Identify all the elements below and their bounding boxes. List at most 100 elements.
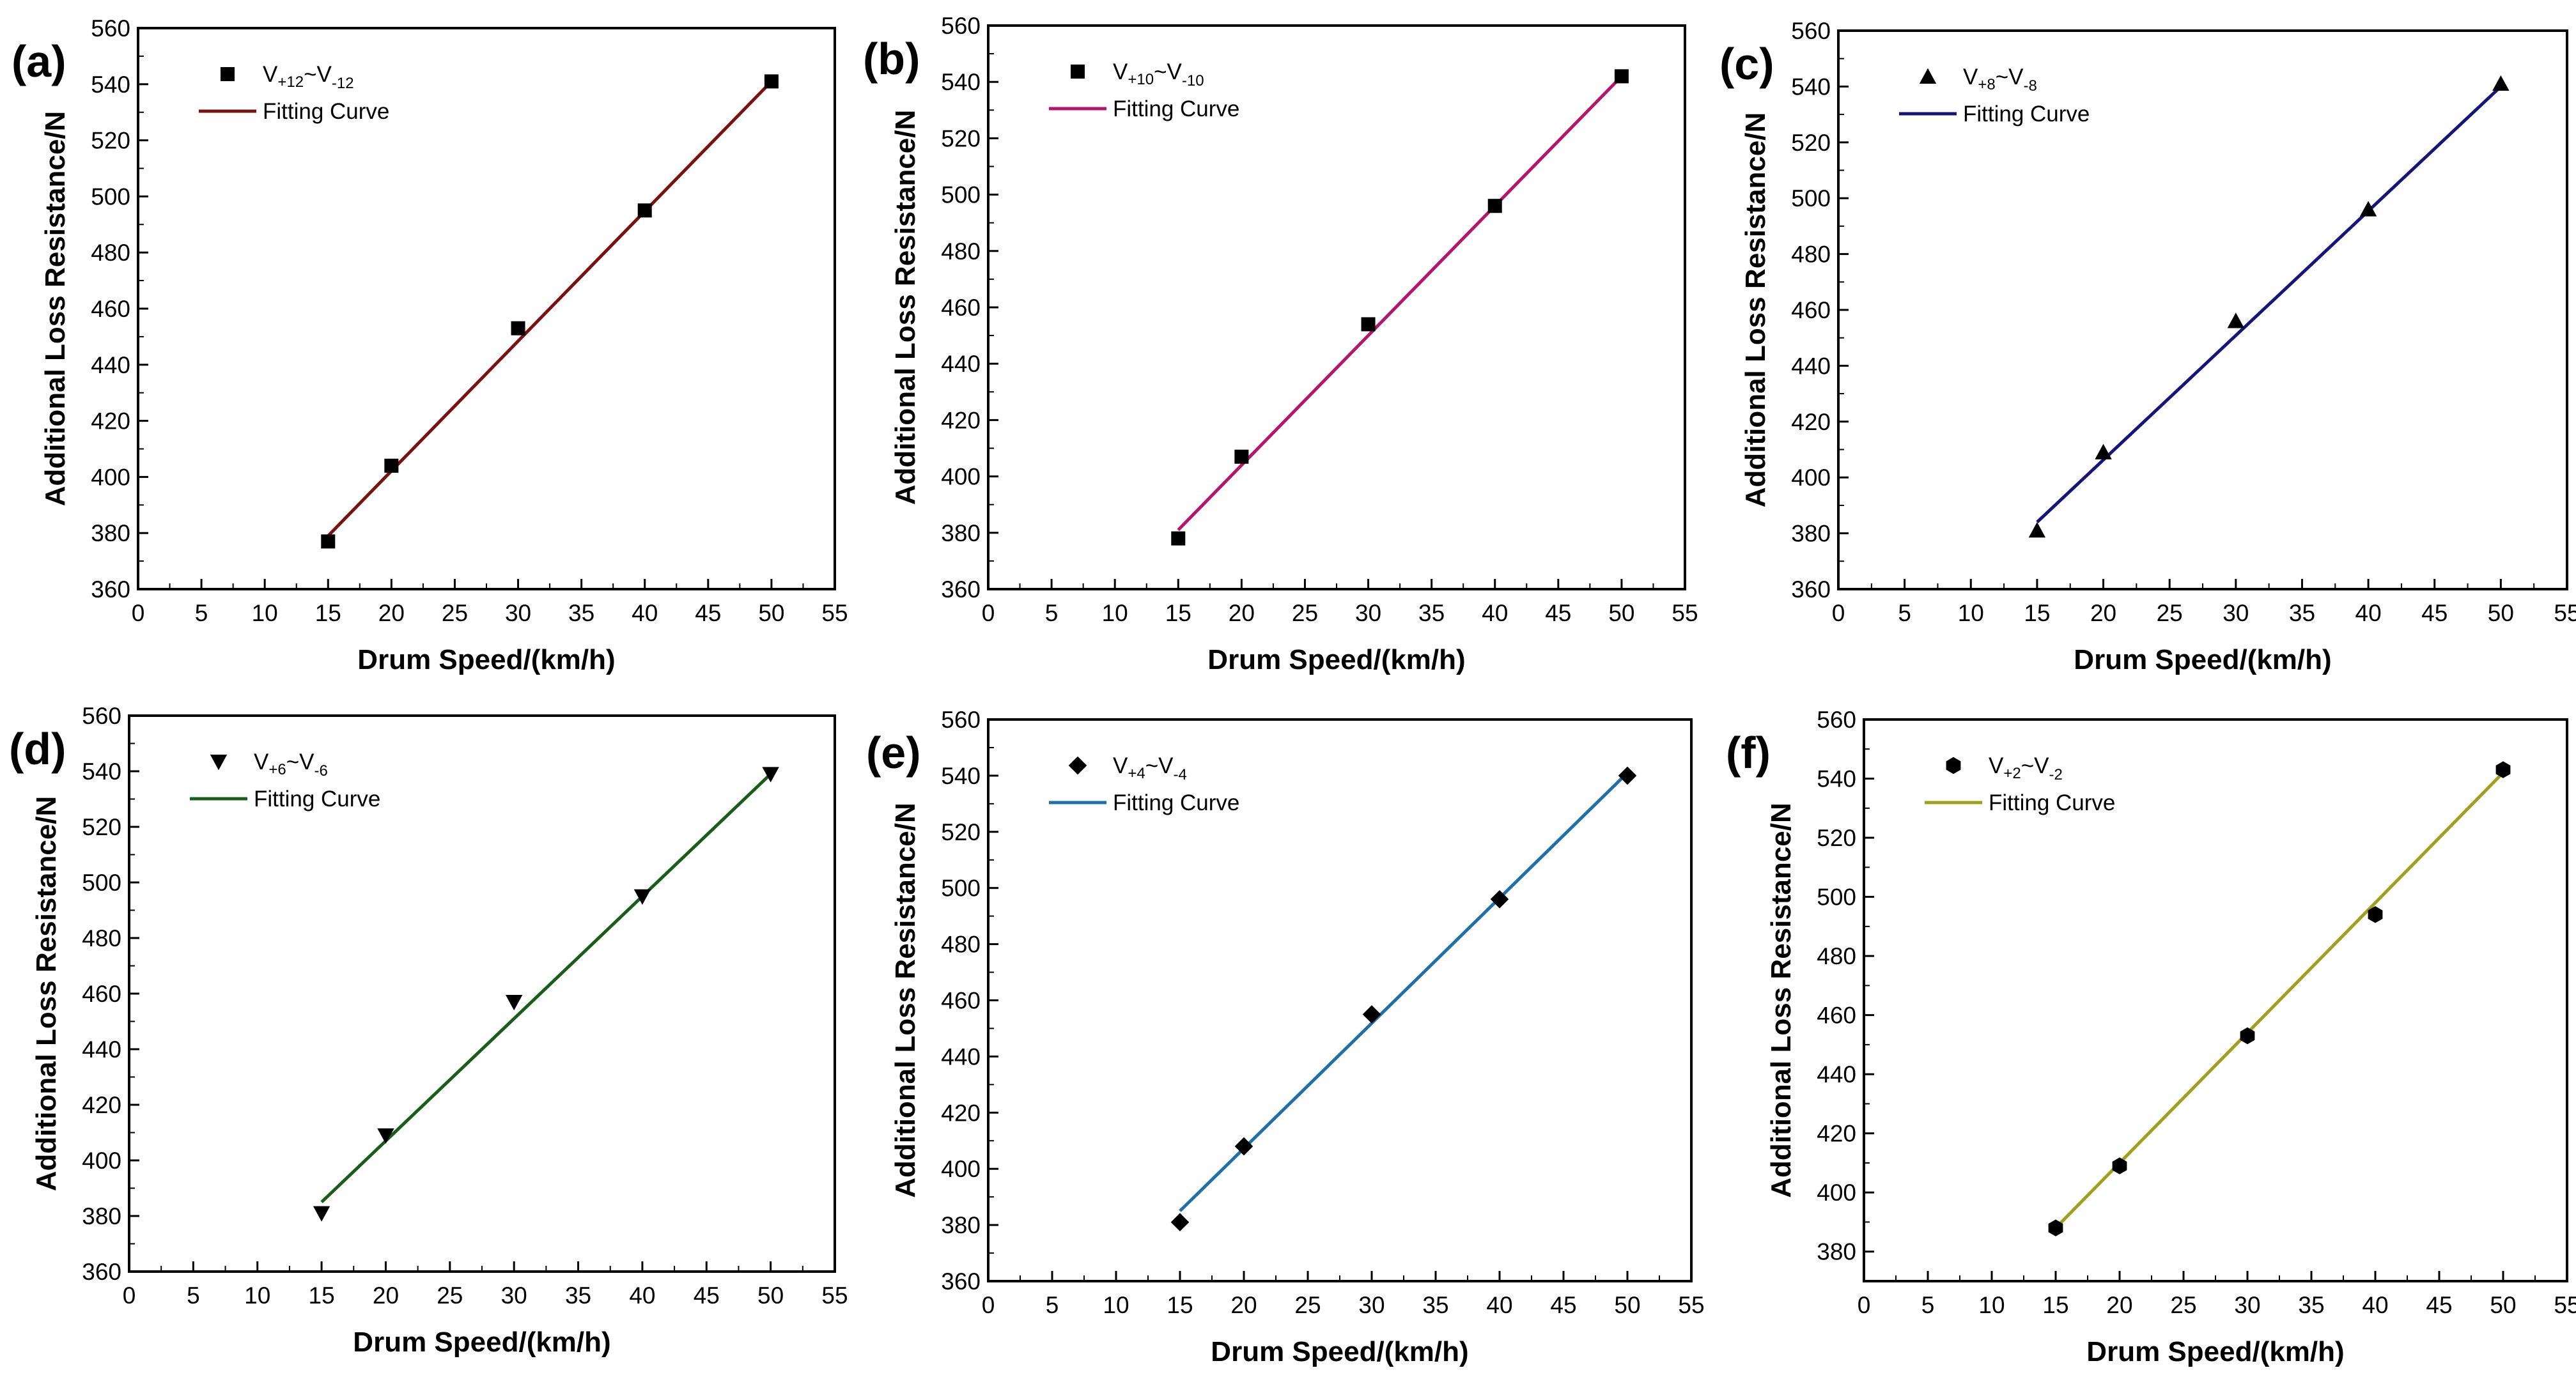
x-tick-label: 35	[2289, 600, 2315, 626]
x-axis-title: Drum Speed/(km/h)	[2086, 1336, 2344, 1367]
fitting-curve-line	[1179, 771, 1629, 1212]
panel-label: (e)	[866, 728, 921, 778]
y-axis-title: Additional Loss Resistance/N	[1740, 112, 1771, 508]
x-tick-label: 20	[1230, 1292, 1257, 1318]
y-tick-label: 500	[1817, 884, 1856, 911]
y-tick-label: 480	[91, 240, 130, 266]
x-axis-title: Drum Speed/(km/h)	[353, 1327, 610, 1358]
x-tick-label: 0	[982, 600, 995, 626]
panel-label: (f)	[1726, 728, 1771, 778]
x-tick-label: 5	[1921, 1292, 1935, 1318]
legend-fit-label: Fitting Curve	[1113, 790, 1239, 815]
x-tick-label: 40	[1482, 600, 1508, 626]
y-tick-label: 380	[941, 1212, 981, 1238]
x-tick-label: 55	[2554, 600, 2576, 626]
y-tick-label: 460	[941, 988, 981, 1014]
y-tick-label: 560	[941, 13, 981, 39]
x-tick-label: 20	[2106, 1292, 2132, 1318]
x-tick-label: 35	[568, 600, 594, 626]
y-tick-label: 440	[1817, 1061, 1856, 1088]
y-tick-label: 380	[941, 520, 981, 546]
data-point	[2240, 1027, 2255, 1045]
data-point	[313, 1206, 330, 1222]
y-tick-label: 380	[82, 1203, 121, 1229]
data-point	[2028, 522, 2046, 538]
x-tick-label: 5	[1045, 600, 1059, 626]
y-tick-label: 480	[82, 925, 121, 951]
x-tick-label: 35	[565, 1282, 591, 1309]
x-tick-label: 25	[1294, 1292, 1321, 1318]
x-tick-label: 50	[1614, 1292, 1640, 1318]
y-tick-label: 500	[91, 183, 130, 210]
legend-marker	[1919, 68, 1937, 84]
x-tick-label: 50	[757, 1282, 784, 1309]
panel-label: (b)	[863, 34, 920, 84]
x-tick-label: 10	[1978, 1292, 2005, 1318]
data-point	[1614, 69, 1629, 84]
x-tick-label: 5	[195, 600, 208, 626]
y-tick-label: 420	[91, 408, 130, 435]
y-axis-title: Additional Loss Resistance/N	[890, 803, 921, 1198]
y-tick-label: 560	[91, 15, 130, 42]
y-tick-label: 360	[941, 576, 981, 603]
x-tick-label: 30	[505, 600, 531, 626]
y-tick-label: 560	[941, 707, 981, 733]
y-tick-label: 400	[941, 464, 981, 490]
x-axis-title: Drum Speed/(km/h)	[1211, 1336, 1468, 1367]
x-tick-label: 35	[2298, 1292, 2324, 1318]
panel-d: (d) 0 5 10 15 20 25 30 35 40 45 50 55 360 380 400 420 440…	[9, 703, 848, 1358]
data-point	[2492, 75, 2510, 91]
x-tick-label: 50	[2490, 1292, 2516, 1318]
y-tick-label: 500	[941, 875, 981, 902]
x-tick-label: 10	[1958, 600, 1984, 626]
x-tick-label: 30	[501, 1282, 527, 1309]
data-point	[1234, 1137, 1253, 1156]
data-point	[2359, 201, 2377, 217]
y-tick-label: 460	[82, 981, 121, 1007]
y-tick-label: 440	[1791, 353, 1831, 379]
y-tick-label: 520	[1817, 825, 1856, 851]
panel-b: (b) 0 5 10 15 20 25 30 35 40 45 50 55 360 380 400 420 440…	[863, 13, 1698, 675]
legend-marker	[221, 67, 235, 81]
y-tick-label: 520	[941, 819, 981, 845]
x-tick-label: 25	[437, 1282, 463, 1309]
x-tick-label: 5	[1898, 600, 1911, 626]
panel-f: (f) 0 5 10 15 20 25 30 35 40 45 50 55 380 400 420 440 460…	[1726, 707, 2576, 1367]
y-tick-label: 540	[941, 69, 981, 95]
x-tick-label: 55	[821, 1282, 848, 1309]
legend-marker	[1071, 65, 1085, 79]
y-axis-title: Additional Loss Resistance/N	[31, 796, 62, 1192]
x-tick-label: 10	[1102, 600, 1128, 626]
data-point	[1490, 889, 1509, 909]
x-tick-label: 50	[1608, 600, 1634, 626]
x-tick-label: 25	[442, 600, 468, 626]
y-tick-label: 420	[1817, 1121, 1856, 1147]
x-tick-label: 15	[309, 1282, 335, 1309]
x-tick-label: 10	[252, 600, 278, 626]
x-tick-label: 20	[2090, 600, 2116, 626]
panel-label: (c)	[1719, 39, 1774, 89]
x-axis-title: Drum Speed/(km/h)	[1207, 644, 1465, 675]
x-tick-label: 5	[187, 1282, 200, 1309]
y-tick-label: 480	[1791, 242, 1831, 268]
y-tick-label: 560	[82, 703, 121, 729]
data-point	[633, 889, 651, 905]
fitting-curve-line	[1177, 75, 1623, 532]
legend-series-label: V+10~V-10	[1113, 59, 1204, 89]
y-tick-label: 520	[91, 128, 130, 154]
x-tick-label: 45	[1545, 600, 1571, 626]
y-tick-label: 480	[1817, 943, 1856, 969]
x-tick-label: 45	[2421, 600, 2448, 626]
x-tick-label: 25	[2170, 1292, 2196, 1318]
data-point	[1618, 766, 1637, 785]
x-tick-label: 20	[373, 1282, 399, 1309]
fitting-curve-line	[327, 80, 773, 537]
y-tick-label: 380	[1817, 1239, 1856, 1265]
x-tick-label: 20	[1229, 600, 1255, 626]
x-tick-label: 50	[2488, 600, 2514, 626]
y-tick-label: 520	[82, 814, 121, 840]
x-tick-label: 15	[1167, 1292, 1193, 1318]
legend-series-label: V+2~V-2	[1989, 753, 2063, 783]
x-tick-label: 30	[2223, 600, 2249, 626]
